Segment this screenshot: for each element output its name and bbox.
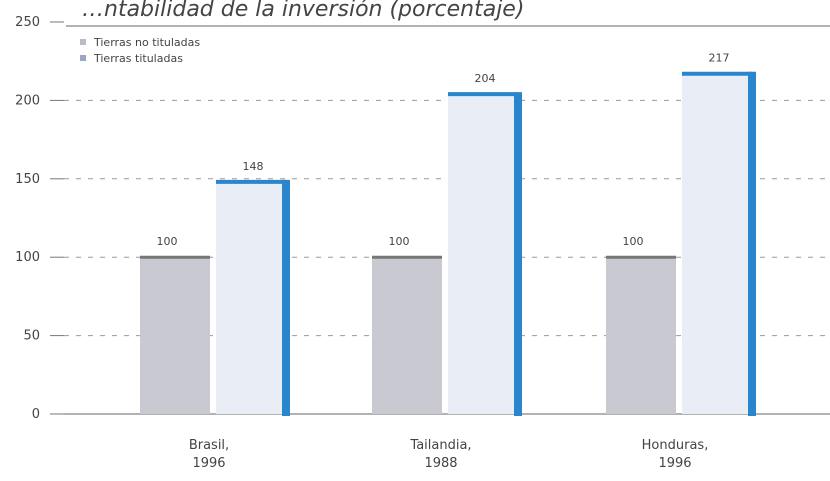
data-label: 204 bbox=[475, 72, 496, 85]
y-tick-label: 100 bbox=[15, 250, 40, 265]
y-tick-label: 250 bbox=[15, 15, 40, 30]
category-label: Honduras, bbox=[642, 438, 709, 453]
bar-tierras-tituladas bbox=[448, 94, 518, 415]
category-label: 1996 bbox=[192, 456, 225, 471]
legend-label: Tierras tituladas bbox=[93, 52, 183, 65]
bar-tierras-no-tituladas bbox=[372, 257, 442, 414]
data-label: 148 bbox=[243, 160, 264, 173]
data-label: 217 bbox=[709, 52, 730, 65]
chart-title: …ntabilidad de la inversión (porcentaje) bbox=[82, 0, 524, 22]
legend-label: Tierras no tituladas bbox=[93, 36, 200, 49]
bar-tierras-no-tituladas bbox=[140, 257, 210, 414]
bar-tierras-tituladas bbox=[682, 73, 752, 414]
category-label: 1988 bbox=[424, 456, 457, 471]
category-label: 1996 bbox=[658, 456, 691, 471]
y-tick-label: 0 bbox=[32, 407, 40, 422]
bar-tierras-tituladas bbox=[216, 181, 286, 414]
category-label: Tailandia, bbox=[409, 438, 471, 453]
data-label: 100 bbox=[157, 235, 178, 248]
legend-swatch bbox=[80, 55, 86, 61]
y-tick-label: 200 bbox=[15, 93, 40, 108]
bar-tierras-no-tituladas bbox=[606, 257, 676, 414]
y-tick-label: 150 bbox=[15, 172, 40, 187]
y-tick-label: 50 bbox=[23, 329, 40, 344]
category-label: Brasil, bbox=[189, 438, 229, 453]
data-label: 100 bbox=[623, 235, 644, 248]
legend-swatch bbox=[80, 39, 86, 45]
data-label: 100 bbox=[389, 235, 410, 248]
